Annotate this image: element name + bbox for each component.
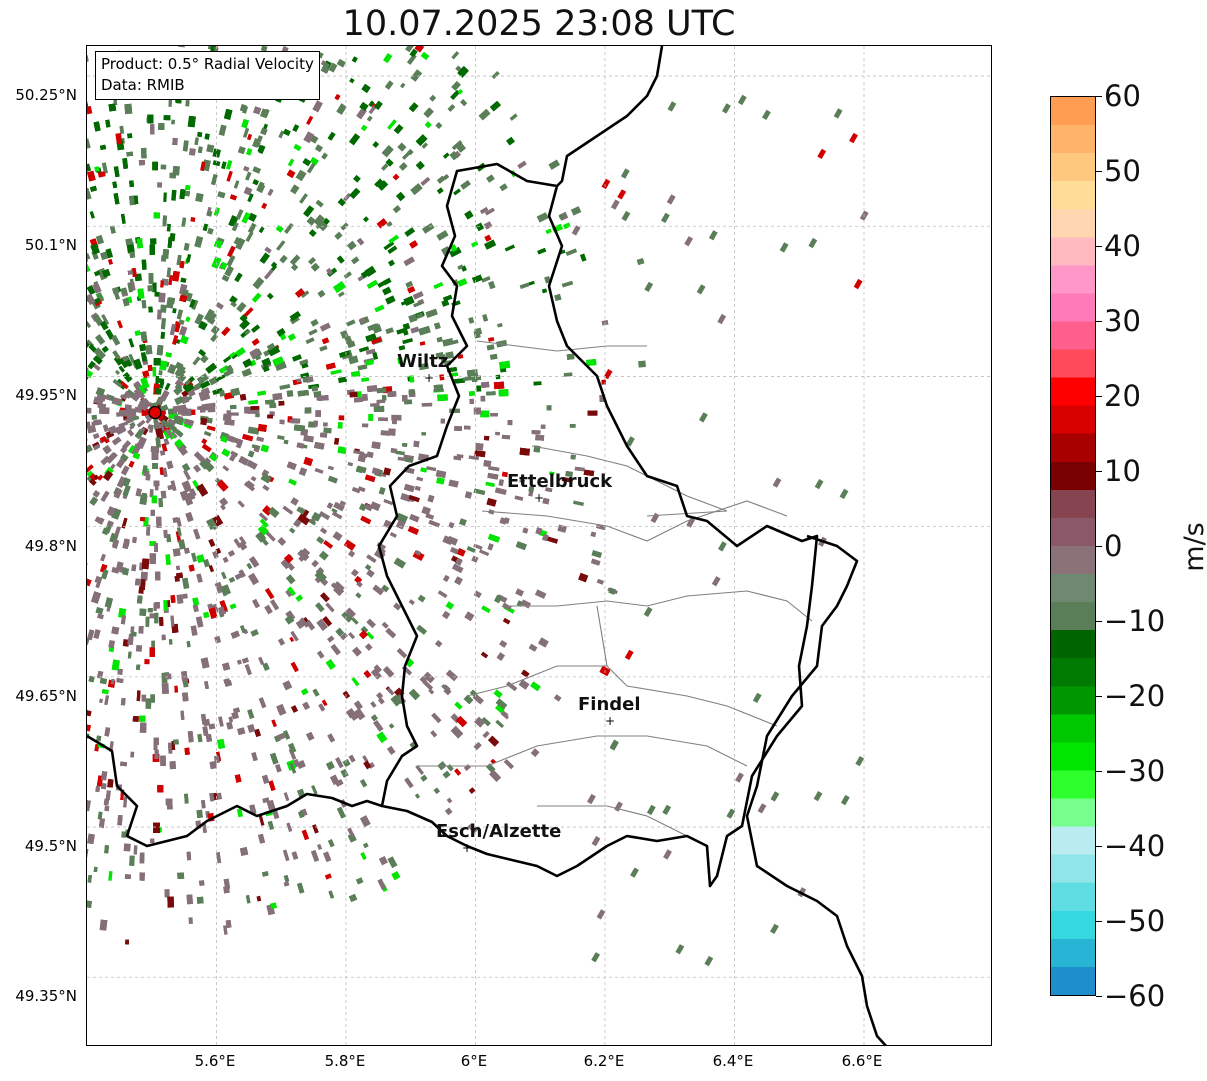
colorbar-tick-label: 10	[1104, 454, 1141, 488]
colorbar-tick-label: 50	[1104, 154, 1141, 188]
lat-label: 49.65°N	[15, 687, 77, 705]
colorbar-tick-mark	[1096, 246, 1102, 247]
map-title: 10.07.2025 23:08 UTC	[342, 4, 736, 44]
colorbar-tick-mark	[1096, 996, 1102, 997]
colorbar-tick-label: 60	[1104, 79, 1141, 113]
colorbar-tick-mark	[1096, 396, 1102, 397]
country-borders	[87, 46, 887, 1045]
lon-label: 6.2°E	[583, 1052, 625, 1070]
colorbar-tick-label: −10	[1104, 604, 1166, 638]
colorbar-tick-mark	[1096, 846, 1102, 847]
colorbar-tick-mark	[1096, 621, 1102, 622]
lat-label: 49.35°N	[15, 987, 77, 1005]
velocity-colorbar	[1050, 96, 1096, 996]
map-gridlines	[87, 46, 991, 1045]
radar-map[interactable]	[86, 45, 992, 1046]
colorbar-tick-label: 0	[1104, 529, 1123, 563]
colorbar-tick-label: −60	[1104, 979, 1166, 1013]
colorbar-tick-mark	[1096, 546, 1102, 547]
colorbar-tick-label: −20	[1104, 679, 1166, 713]
product-info-box: Product: 0.5° Radial Velocity Data: RMIB	[95, 51, 320, 100]
lat-label: 50.25°N	[15, 86, 77, 104]
colorbar-tick-mark	[1096, 321, 1102, 322]
lon-label: 6.4°E	[712, 1052, 754, 1070]
city-marker: +	[423, 371, 435, 385]
lat-label: 50.1°N	[24, 236, 77, 254]
canton-line	[476, 340, 647, 352]
city-label-ettelbruck: Ettelbruck	[507, 471, 613, 492]
city-marker: +	[533, 491, 545, 505]
radar-site-dot	[148, 405, 162, 420]
radar-site-marker	[148, 405, 162, 420]
lon-label: 6.6°E	[841, 1052, 883, 1070]
canton-line	[466, 665, 607, 697]
colorbar-tick-mark	[1096, 471, 1102, 472]
lon-label: 5.6°E	[194, 1052, 236, 1070]
lat-label: 49.95°N	[15, 386, 77, 404]
colorbar-tick-mark	[1096, 696, 1102, 697]
city-label-findel: Findel	[578, 694, 641, 715]
canton-line	[417, 735, 748, 767]
city-marker: +	[461, 841, 473, 855]
data-source-label: Data: RMIB	[101, 76, 185, 94]
colorbar-tick-label: −30	[1104, 754, 1166, 788]
luxembourg-border	[377, 162, 819, 888]
germany-border-north	[556, 46, 664, 187]
product-label: Product: 0.5° Radial Velocity	[101, 55, 314, 73]
colorbar-tick-mark	[1096, 96, 1102, 97]
colorbar-tick-mark	[1096, 171, 1102, 172]
canton-line	[481, 500, 788, 542]
colorbar-tick-label: −40	[1104, 829, 1166, 863]
city-marker: +	[604, 714, 616, 728]
colorbar-tick-label: 40	[1104, 229, 1141, 263]
colorbar-tick-mark	[1096, 771, 1102, 772]
colorbar-tick-label: −50	[1104, 904, 1166, 938]
canton-boundaries	[417, 340, 813, 837]
canton-line	[596, 605, 778, 727]
colorbar-tick-mark	[1096, 921, 1102, 922]
lat-label: 49.8°N	[24, 537, 77, 555]
belgium-france-border	[87, 734, 383, 848]
canton-line	[537, 805, 688, 837]
lon-label: 5.8°E	[324, 1052, 366, 1070]
canton-line	[507, 590, 813, 622]
colorbar-tick-label: 30	[1104, 304, 1141, 338]
lat-label: 49.5°N	[24, 837, 77, 855]
radar-velocity-layer	[87, 46, 991, 1045]
colorbar-unit: m/s	[1179, 522, 1207, 572]
lon-label: 6°E	[460, 1052, 488, 1070]
city-label-wiltz: Wiltz	[397, 351, 449, 372]
city-label-esch-alzette: Esch/Alzette	[436, 821, 562, 842]
germany-border-south	[745, 534, 887, 1045]
colorbar-tick-label: 20	[1104, 379, 1141, 413]
